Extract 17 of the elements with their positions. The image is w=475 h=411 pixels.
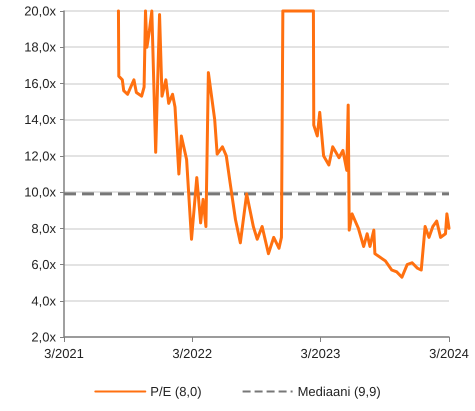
y-tick-label: 20,0x: [24, 4, 56, 18]
line-series: [116, 10, 450, 279]
y-tick-label: 16,0x: [24, 76, 56, 91]
y-tick-label: 10,0x: [24, 184, 56, 200]
x-tick-label: 3/2022: [172, 346, 212, 361]
legend-label: Mediaani (9,9): [298, 384, 381, 399]
x-tick-label: 3/2021: [44, 346, 84, 361]
y-tick-label: 8,0x: [31, 220, 56, 236]
y-tick-label: 14,0x: [24, 112, 56, 128]
x-tick-label: 3/2024: [429, 346, 469, 361]
y-tick-label: 2,0x: [31, 330, 56, 344]
y-tick-label: 12,0x: [24, 148, 56, 164]
y-tick-label: 4,0x: [31, 293, 56, 308]
legend-label: P/E (8,0): [150, 384, 202, 399]
x-tick-label: 3/2023: [300, 346, 340, 361]
y-tick-label: 18,0x: [24, 40, 56, 55]
y-tick-label: 6,0x: [31, 257, 56, 272]
